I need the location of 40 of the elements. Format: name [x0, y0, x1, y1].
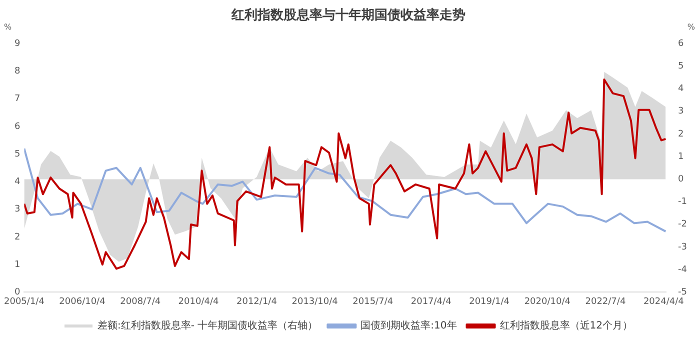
y-tick-label: 7	[14, 94, 20, 104]
y2-tick-label: 6	[678, 38, 684, 49]
y2-tick-label: 0	[678, 174, 684, 185]
y-axis-title: %	[4, 22, 12, 32]
y2-tick-label: 3	[678, 106, 684, 117]
x-tick-label: 2017/4/4	[410, 296, 452, 307]
y-tick-label: 9	[14, 38, 20, 49]
x-tick-label: 2008/7/4	[120, 296, 161, 307]
y2-tick-label: -3	[678, 242, 688, 252]
x-tick-label: 2015/7/4	[352, 296, 394, 307]
y2-tick-label: 4	[678, 84, 684, 94]
y-tick-label: 4	[14, 177, 20, 188]
y2-tick-label: -4	[678, 264, 688, 275]
y2-tick-label: 2	[678, 129, 684, 140]
x-tick-label: 2022/7/4	[585, 296, 626, 307]
x-tick-label: 2020/10/4	[524, 296, 571, 307]
legend-label: 国债到期收益率:10年	[360, 320, 457, 332]
y-tick-label: 5	[14, 149, 20, 160]
legend-label: 差额:红利指数股息率- 十年期国债收益率（右轴）	[98, 320, 318, 332]
y2-axis-title: %	[687, 22, 696, 32]
x-tick-label: 2006/10/4	[59, 296, 106, 307]
x-tick-label: 2019/1/4	[469, 296, 510, 307]
y-tick-label: 2	[14, 232, 20, 242]
x-tick-label: 2024/4/4	[643, 296, 684, 307]
y2-tick-label: -2	[678, 220, 688, 230]
x-tick-label: 2012/1/4	[236, 296, 278, 307]
legend-label: 红利指数股息率（近12个月）	[500, 320, 632, 332]
y2-tick-label: -1	[678, 197, 688, 208]
y-tick-label: 8	[14, 66, 20, 77]
y-tick-label: 0	[14, 288, 20, 298]
chart-title: 红利指数股息率与十年期国债收益率走势	[230, 7, 466, 24]
y2-tick-label: -5	[678, 288, 688, 298]
x-tick-label: 2005/1/4	[4, 296, 45, 307]
x-tick-label: 2013/10/4	[292, 296, 338, 307]
y-tick-label: 3	[14, 204, 20, 215]
y2-tick-label: 1	[678, 152, 684, 162]
y-tick-label: 1	[14, 260, 20, 270]
y2-tick-label: 5	[678, 62, 684, 72]
y-tick-label: 6	[14, 122, 20, 132]
x-tick-label: 2010/4/4	[178, 296, 219, 307]
